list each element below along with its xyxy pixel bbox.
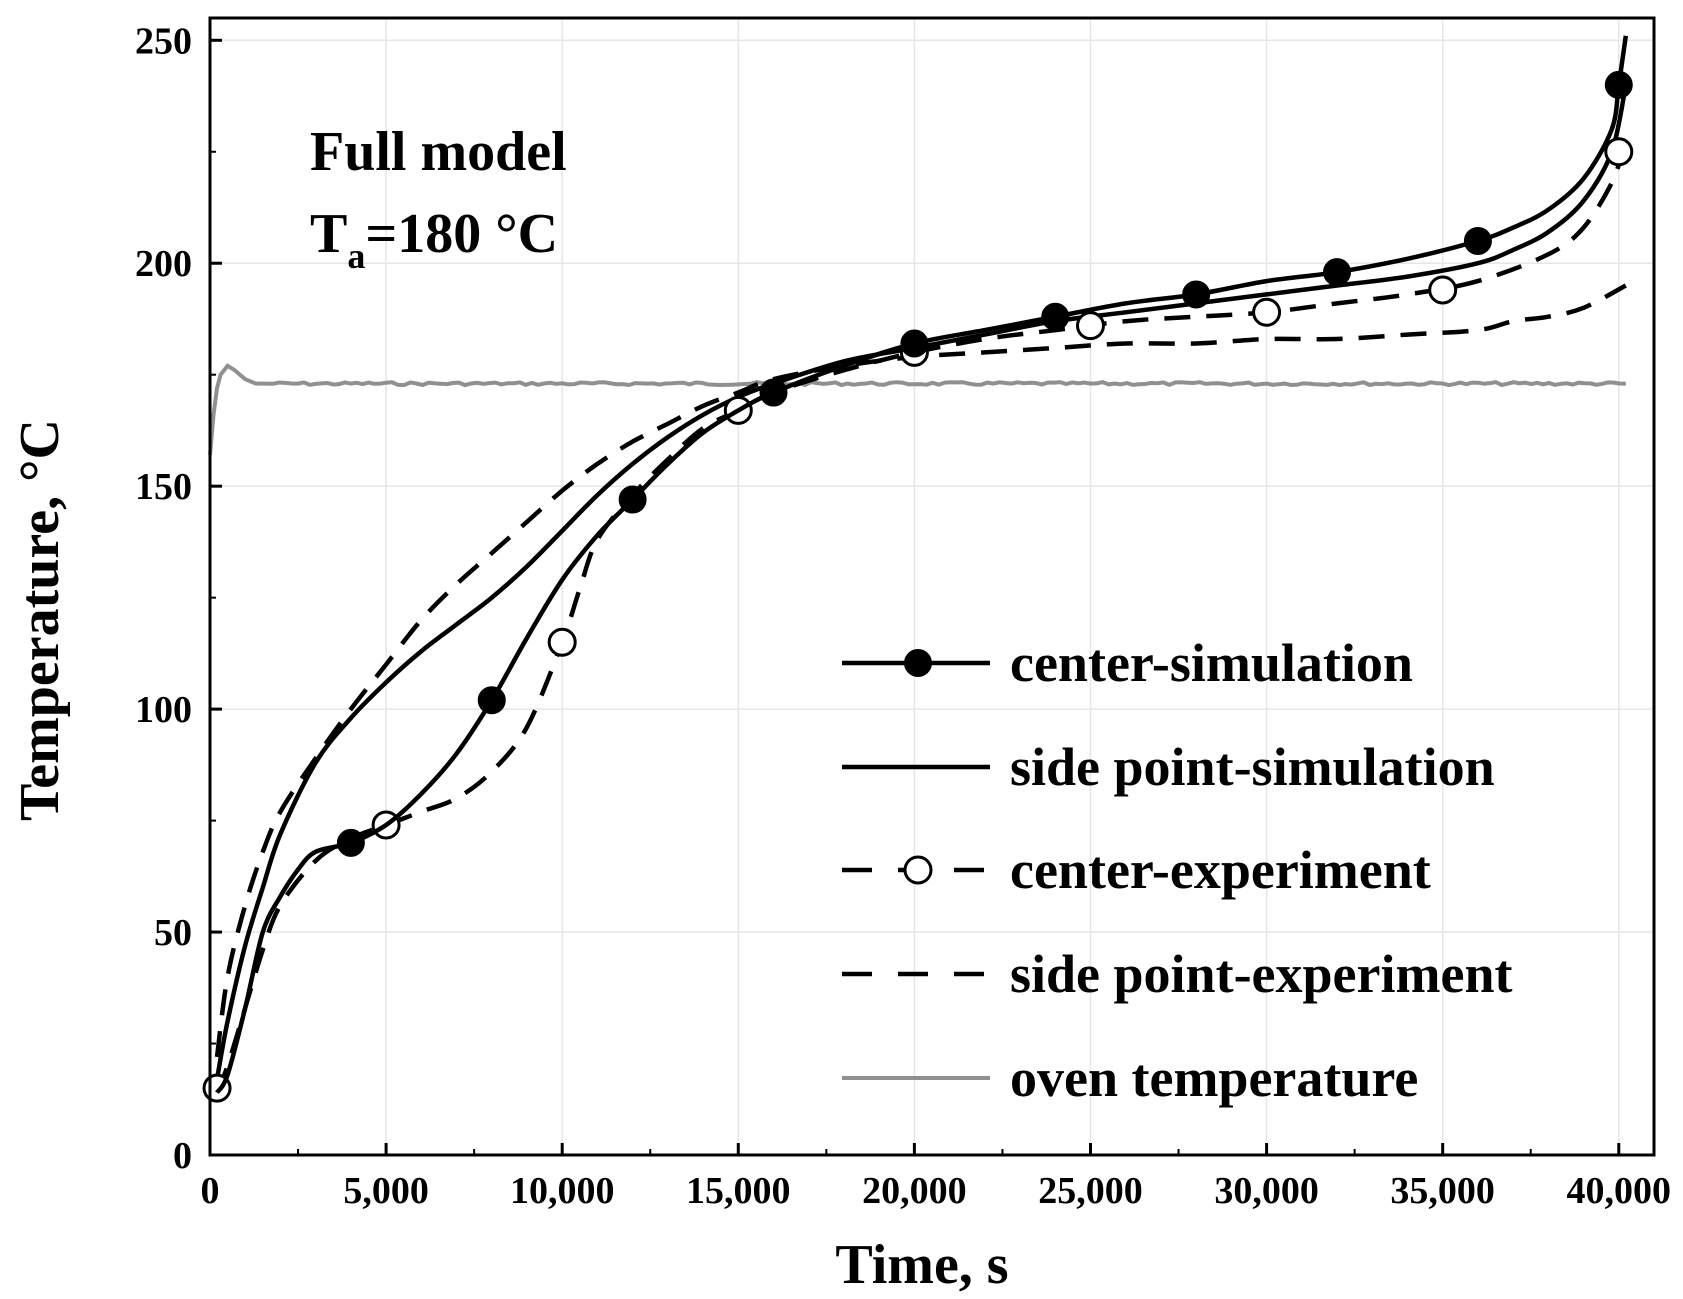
y-tick-label: 0 <box>173 1135 192 1177</box>
data-point <box>1604 70 1633 99</box>
series-line <box>215 35 1629 1094</box>
y-tick-label: 250 <box>135 20 192 62</box>
annotation-ta: Ta=180 °C <box>310 203 558 276</box>
data-point <box>900 329 929 358</box>
x-tick-label: 15,000 <box>686 1170 791 1212</box>
grid <box>210 18 1654 1155</box>
series-layer <box>202 35 1634 1103</box>
legend-label: oven temperature <box>1010 1048 1418 1108</box>
data-point <box>1428 275 1458 305</box>
ticks: 0 5,000 10,000 15,000 20,000 25,000 30,000 35,0… <box>135 20 1671 1212</box>
series-side-point-experiment <box>214 283 1627 1058</box>
data-point <box>477 686 506 715</box>
data-point <box>1463 226 1492 255</box>
data-point <box>618 485 647 514</box>
annotation-ta-symbol: T <box>310 203 347 265</box>
data-point <box>759 378 788 407</box>
annotation-ta-subscript: a <box>347 236 365 276</box>
data-point <box>1323 258 1352 287</box>
legend-marker <box>904 649 932 677</box>
data-point <box>1182 280 1211 309</box>
legend-item: center-simulation <box>842 633 1413 693</box>
data-point <box>1041 302 1070 331</box>
legend-item: oven temperature <box>842 1048 1418 1108</box>
axes <box>208 16 1656 1157</box>
annotation-ta-value: =180 °C <box>365 203 558 265</box>
y-tick-label: 100 <box>135 689 192 731</box>
legend-item: side point-experiment <box>842 944 1512 1004</box>
legend: center-simulation side point-simulation ce… <box>842 633 1512 1108</box>
plot-frame <box>208 16 1656 1157</box>
legend-label: center-simulation <box>1010 633 1413 693</box>
y-axis-title: Temperature, °C <box>9 419 71 821</box>
x-tick-label: 35,000 <box>1390 1170 1495 1212</box>
x-tick-label: 20,000 <box>862 1170 967 1212</box>
legend-marker <box>903 855 933 885</box>
legend-label: side point-experiment <box>1010 944 1512 1004</box>
x-tick-label: 0 <box>201 1170 220 1212</box>
data-point <box>336 828 365 857</box>
data-point <box>1075 311 1105 341</box>
x-tick-label: 10,000 <box>510 1170 615 1212</box>
legend-label: side point-simulation <box>1010 737 1495 797</box>
y-tick-label: 150 <box>135 466 192 508</box>
x-tick-label: 30,000 <box>1214 1170 1319 1212</box>
data-point <box>1252 297 1282 327</box>
series-line <box>214 151 1625 1094</box>
series-oven-temperature <box>208 363 1626 456</box>
legend-item: center-experiment <box>842 840 1431 900</box>
series-line <box>214 283 1627 1058</box>
x-tick-label: 40,000 <box>1567 1170 1672 1212</box>
x-tick-label: 5,000 <box>343 1170 429 1212</box>
legend-item: side point-simulation <box>842 737 1495 797</box>
series-center-simulation <box>215 35 1633 1094</box>
annotation: Full model Ta=180 °C <box>310 121 567 276</box>
data-point <box>1604 137 1634 167</box>
x-tick-label: 25,000 <box>1038 1170 1143 1212</box>
y-tick-label: 200 <box>135 243 192 285</box>
legend-label: center-experiment <box>1010 840 1431 900</box>
x-axis-title: Time, s <box>835 1234 1008 1296</box>
annotation-model: Full model <box>310 121 567 183</box>
y-tick-label: 50 <box>154 912 192 954</box>
series-line <box>208 363 1626 456</box>
data-point <box>547 627 577 657</box>
